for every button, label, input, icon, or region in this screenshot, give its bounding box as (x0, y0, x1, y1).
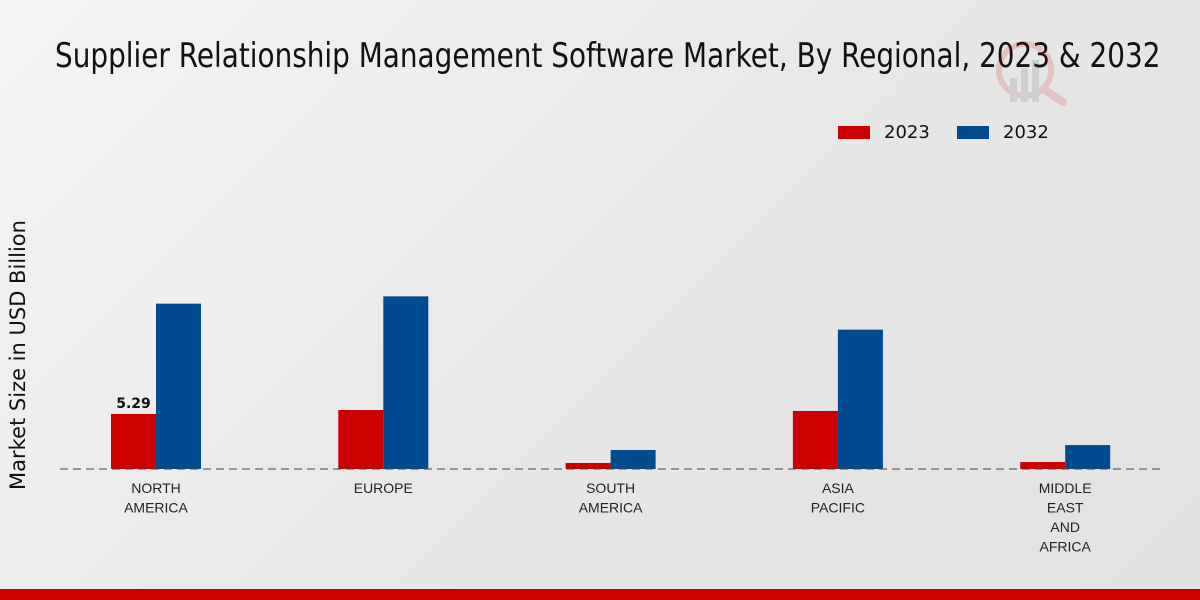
x-tick-label: ASIA PACIFIC (811, 480, 865, 516)
footer-bar (0, 589, 1200, 600)
bar-2032-1 (383, 296, 429, 469)
x-tick-label: NORTH AMERICA (124, 480, 188, 516)
bar-2023-4 (1020, 462, 1066, 469)
legend-label: 2023 (884, 122, 930, 143)
bar-2023-1 (338, 410, 384, 469)
legend-item-2023: 2023 (838, 122, 930, 143)
x-tick-label: SOUTH AMERICA (579, 480, 643, 516)
bar-2023-0 (111, 413, 156, 469)
data-label: 5.29 (116, 396, 151, 412)
legend-swatch-2032 (957, 126, 989, 139)
bar-2032-4 (1065, 445, 1111, 469)
x-tick-label: MIDDLE EAST AND AFRICA (1039, 480, 1092, 555)
bar-2032-2 (610, 449, 656, 469)
chart-title: Supplier Relationship Management Softwar… (55, 36, 1161, 76)
bar-2023-2 (565, 462, 611, 469)
x-tick-label: EUROPE (354, 480, 413, 496)
legend-label: 2032 (1003, 122, 1049, 143)
bar-2023-3 (792, 410, 838, 469)
legend-item-2032: 2032 (957, 122, 1049, 143)
bar-2032-3 (837, 329, 883, 469)
bar-2032-0 (156, 303, 201, 469)
legend-swatch-2023 (838, 126, 870, 139)
